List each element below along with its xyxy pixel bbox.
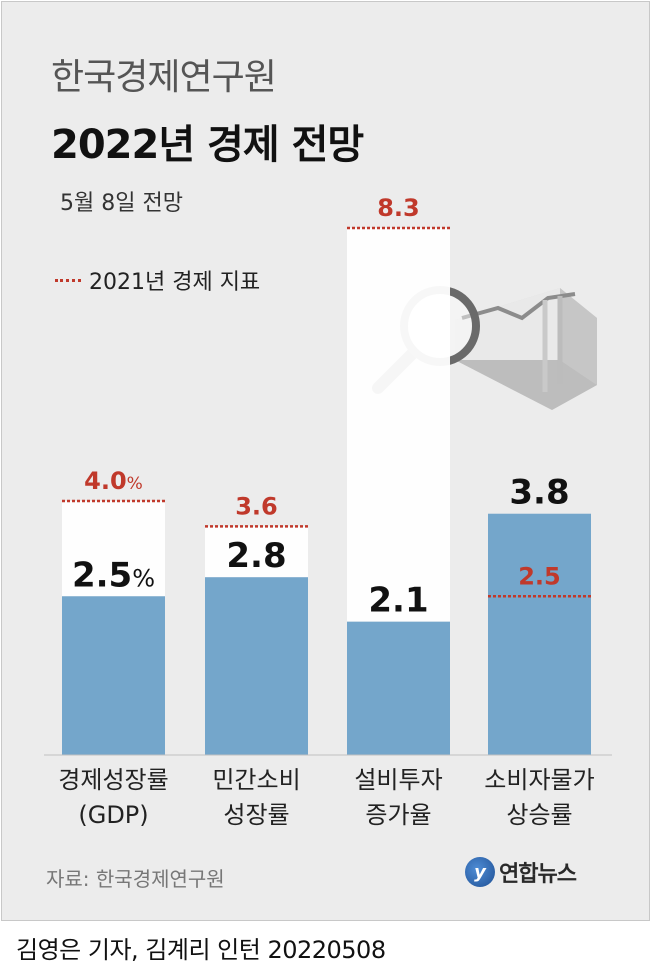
legend-label: 2021년 경제 지표 xyxy=(89,270,261,295)
bar-2 xyxy=(347,621,450,755)
legend-dotted-line xyxy=(55,278,81,282)
value-label-3: 3.8 xyxy=(509,473,569,513)
category-label-1-0: 민간소비 xyxy=(212,766,300,794)
source-note: 자료: 한국경제연구원 xyxy=(46,867,225,891)
bars-layer: 4.0%2.5%경제성장률(GDP)3.62.8민간소비성장률8.32.1설비투… xyxy=(58,194,594,829)
category-label-2-1: 증가율 xyxy=(365,801,431,829)
legend: 2021년 경제 지표 xyxy=(55,264,260,296)
previous-label-3: 2.5 xyxy=(518,562,561,590)
previous-label-0: 4.0% xyxy=(84,467,143,495)
previous-fill-1 xyxy=(205,526,308,578)
category-label-0-0: 경제성장률 xyxy=(58,766,168,794)
bar-0 xyxy=(62,596,165,755)
value-label-2: 2.1 xyxy=(368,581,428,621)
infographic-card: 한국경제연구원 2022년 경제 전망 5월 8일 전망 2021년 경제 지표 xyxy=(1,1,650,921)
category-label-3-1: 상승률 xyxy=(506,801,572,829)
bar-3 xyxy=(488,513,591,755)
previous-label-2: 8.3 xyxy=(377,194,420,222)
category-label-3-0: 소비자물가 xyxy=(484,766,594,794)
yonhap-logo-icon: y xyxy=(465,857,495,887)
page-title: 2022년 경제 전망 xyxy=(51,122,364,168)
bar-chart: 4.0%2.5%경제성장률(GDP)3.62.8민간소비성장률8.32.1설비투… xyxy=(44,194,612,829)
previous-fill-0 xyxy=(62,501,165,597)
previous-label-1: 3.6 xyxy=(235,492,278,520)
category-label-2-0: 설비투자 xyxy=(354,766,442,794)
yonhap-logo-text: 연합뉴스 xyxy=(499,862,577,887)
value-label-1: 2.8 xyxy=(226,536,286,576)
category-label-1-1: 성장률 xyxy=(223,801,289,829)
bar-1 xyxy=(205,577,308,755)
yonhap-logo: y 연합뉴스 xyxy=(465,856,577,888)
previous-fill-2 xyxy=(347,228,450,622)
byline: 김영은 기자, 김계리 인턴 20220508 xyxy=(16,936,386,964)
org-title: 한국경제연구원 xyxy=(51,57,277,98)
rising-chart-icon xyxy=(455,288,597,410)
forecast-date: 5월 8일 전망 xyxy=(60,191,183,216)
category-label-0-1: (GDP) xyxy=(78,801,148,829)
